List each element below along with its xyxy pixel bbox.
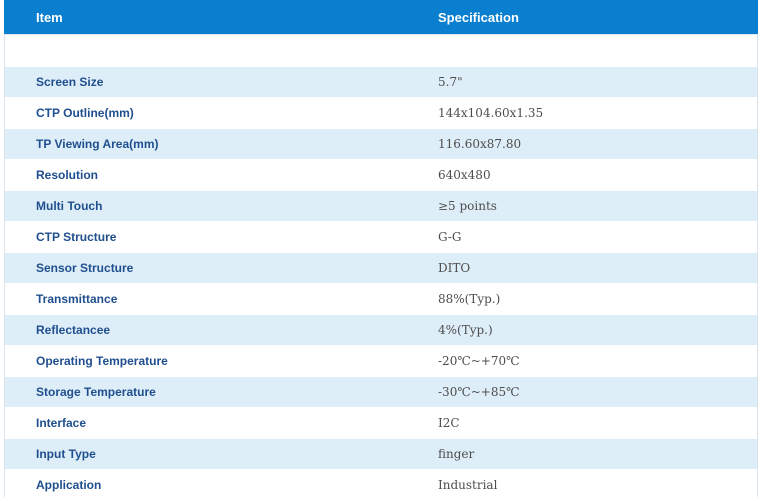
table-row: TP Viewing Area(mm) 116.60x87.80	[4, 128, 758, 160]
table-row: Operating Temperature -20℃~+70℃	[4, 345, 758, 377]
table-left-border	[4, 34, 5, 497]
spec-cell: -20℃~+70℃	[411, 345, 758, 377]
table-row: Input Type finger	[4, 438, 758, 470]
item-cell: Screen Size	[4, 66, 411, 98]
spec-cell: I2C	[411, 407, 758, 439]
table-row: Interface I2C	[4, 407, 758, 439]
spec-cell: finger	[411, 438, 758, 470]
table-row: Reflectancee 4%(Typ.)	[4, 314, 758, 346]
table-right-border	[757, 34, 758, 497]
table-row: Storage Temperature -30℃~+85℃	[4, 376, 758, 408]
table-row: Transmittance 88%(Typ.)	[4, 283, 758, 315]
column-header-item: Item	[4, 0, 411, 35]
item-cell: Application	[4, 469, 411, 501]
table-row: CTP Structure G-G	[4, 221, 758, 253]
spec-cell: 88%(Typ.)	[411, 283, 758, 315]
spacer-cell	[4, 34, 411, 67]
spec-cell: ≥5 points	[411, 190, 758, 222]
table-row: Resolution 640x480	[4, 159, 758, 191]
item-cell: Operating Temperature	[4, 345, 411, 377]
item-cell: Storage Temperature	[4, 376, 411, 408]
item-cell: Sensor Structure	[4, 252, 411, 284]
spacer-cell	[411, 34, 758, 67]
specification-table: Item Specification Screen Size 5.7" CTP …	[4, 0, 758, 501]
spec-cell: 144x104.60x1.35	[411, 97, 758, 129]
table-row: CTP Outline(mm) 144x104.60x1.35	[4, 97, 758, 129]
table-row: Sensor Structure DITO	[4, 252, 758, 284]
item-cell: Multi Touch	[4, 190, 411, 222]
spec-cell: G-G	[411, 221, 758, 253]
item-cell: Reflectancee	[4, 314, 411, 346]
spec-cell: -30℃~+85℃	[411, 376, 758, 408]
table-header-row: Item Specification	[4, 0, 758, 35]
spec-cell: Industrial	[411, 469, 758, 501]
spec-cell: 5.7"	[411, 66, 758, 98]
spec-cell: DITO	[411, 252, 758, 284]
spec-cell: 116.60x87.80	[411, 128, 758, 160]
item-cell: Interface	[4, 407, 411, 439]
item-cell: TP Viewing Area(mm)	[4, 128, 411, 160]
item-cell: Resolution	[4, 159, 411, 191]
table-row: Multi Touch ≥5 points	[4, 190, 758, 222]
spec-cell: 4%(Typ.)	[411, 314, 758, 346]
item-cell: CTP Structure	[4, 221, 411, 253]
table-row: Screen Size 5.7"	[4, 66, 758, 98]
table-spacer-row	[4, 34, 758, 67]
item-cell: Input Type	[4, 438, 411, 470]
item-cell: CTP Outline(mm)	[4, 97, 411, 129]
table-row: Application Industrial	[4, 469, 758, 501]
column-header-specification: Specification	[411, 0, 758, 35]
spec-cell: 640x480	[411, 159, 758, 191]
item-cell: Transmittance	[4, 283, 411, 315]
